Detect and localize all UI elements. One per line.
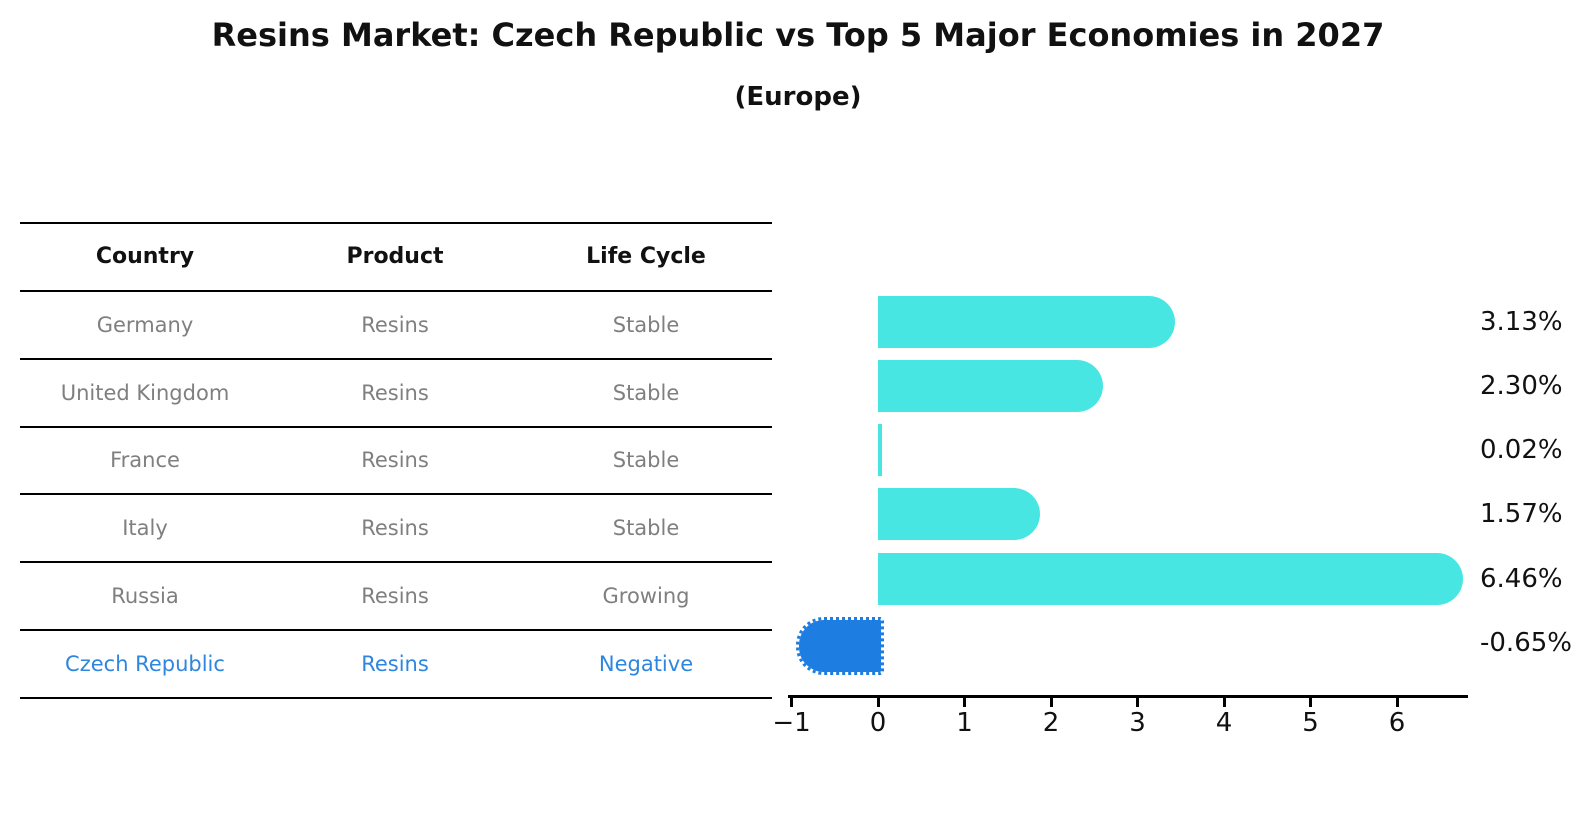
x-tick-label: 4 — [1215, 708, 1233, 738]
bar-france — [878, 424, 882, 477]
table-row: France Resins Stable — [20, 425, 772, 494]
cell-product: Resins — [361, 584, 429, 609]
x-tick-mark — [1049, 697, 1053, 707]
x-tick-label: 6 — [1388, 708, 1406, 738]
bar-russia — [878, 552, 1463, 605]
table-row: Germany Resins Stable — [20, 289, 772, 358]
x-tick-mark — [1309, 697, 1312, 707]
cell-lifecycle: Stable — [612, 516, 680, 541]
table-row: United Kingdom Resins Stable — [20, 357, 772, 426]
cell-product: Resins — [361, 312, 429, 337]
table-header-row: Country Product Life Cycle — [20, 222, 772, 290]
bar-united-kingdom — [878, 359, 1103, 412]
bar-value-label: 3.13% — [1480, 306, 1563, 337]
cell-country: France — [110, 448, 180, 473]
chart-title: Resins Market: Czech Republic vs Top 5 M… — [211, 16, 1385, 54]
cell-lifecycle: Growing — [602, 584, 690, 609]
x-tick-mark — [876, 697, 880, 707]
column-header-country: Country — [95, 244, 195, 270]
x-tick-label: 2 — [1042, 708, 1060, 738]
table-row: Czech Republic Resins Negative — [20, 629, 772, 699]
bar-value-label: 1.57% — [1480, 499, 1563, 530]
bar-czech-republic — [795, 617, 884, 675]
x-tick-label: −1 — [772, 708, 811, 738]
bar-germany — [878, 295, 1175, 348]
x-tick-label: 0 — [869, 708, 887, 738]
column-header-product: Product — [346, 244, 444, 270]
x-tick-mark — [1395, 697, 1399, 707]
table-row: Italy Resins Stable — [20, 493, 772, 561]
cell-product: Resins — [361, 651, 429, 676]
cell-lifecycle: Stable — [612, 380, 680, 405]
bar-value-label: 0.02% — [1480, 435, 1563, 466]
cell-lifecycle: Stable — [612, 312, 680, 337]
bar-value-label: 2.30% — [1480, 370, 1563, 401]
x-axis-line — [788, 695, 1468, 698]
cell-country: Germany — [96, 312, 194, 337]
bar-value-label: 6.46% — [1480, 563, 1563, 594]
cell-product: Resins — [361, 516, 429, 541]
cell-country: Russia — [111, 584, 179, 609]
bar-value-label: -0.65% — [1480, 628, 1572, 658]
chart-subtitle: (Europe) — [734, 82, 862, 112]
cell-lifecycle: Negative — [598, 651, 694, 676]
cell-country: Italy — [122, 516, 168, 541]
table-body: Germany Resins Stable United Kingdom Res… — [20, 289, 772, 699]
bar-italy — [878, 488, 1040, 541]
cell-product: Resins — [361, 448, 429, 473]
country-table: Country Product Life Cycle Germany Resin… — [20, 222, 772, 699]
cell-country: United Kingdom — [60, 380, 230, 405]
x-tick-mark — [1222, 697, 1226, 707]
x-tick-mark — [790, 697, 793, 707]
cell-product: Resins — [361, 380, 429, 405]
table-row: Russia Resins Growing — [20, 561, 772, 629]
column-header-lifecycle: Life Cycle — [586, 244, 706, 270]
x-tick-mark — [963, 697, 966, 707]
x-tick-label: 1 — [956, 708, 973, 738]
cell-lifecycle: Stable — [612, 448, 680, 473]
x-tick-mark — [1136, 697, 1139, 707]
x-tick-label: 3 — [1129, 708, 1146, 738]
x-tick-label: 5 — [1302, 708, 1319, 738]
cell-country: Czech Republic — [65, 651, 225, 676]
